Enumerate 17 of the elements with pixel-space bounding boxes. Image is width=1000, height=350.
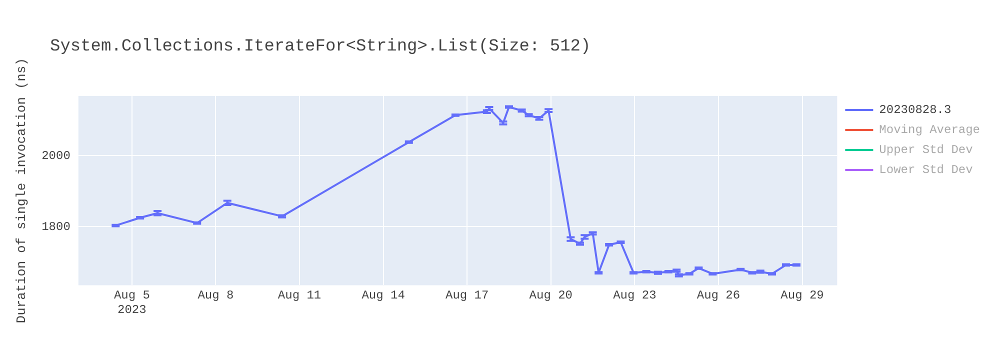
x-tick-label: Aug 5 2023: [114, 288, 150, 317]
legend-label: Lower Std Dev: [879, 163, 973, 178]
x-tick-label: Aug 14: [362, 288, 405, 303]
x-tick-label: Aug 8: [198, 288, 234, 303]
legend-label: 20230828.3: [879, 103, 952, 118]
x-tick-label: Aug 29: [780, 288, 824, 303]
chart-title: System.Collections.IterateFor<String>.List(Size: 512): [50, 38, 591, 56]
legend-label: Moving Average: [879, 123, 980, 138]
y-tick-label: 1800: [42, 220, 70, 234]
x-tick-label: Aug 23: [613, 288, 656, 303]
y-axis-title: Duration of single invocation (ns): [14, 58, 30, 324]
legend-label: Upper Std Dev: [879, 143, 973, 158]
y-tick-label: 2000: [42, 148, 70, 163]
x-tick-label: Aug 26: [696, 288, 740, 303]
x-tick-label: Aug 17: [445, 288, 489, 303]
x-tick-label: Aug 20: [529, 288, 573, 303]
x-tick-label: Aug 11: [278, 288, 322, 303]
